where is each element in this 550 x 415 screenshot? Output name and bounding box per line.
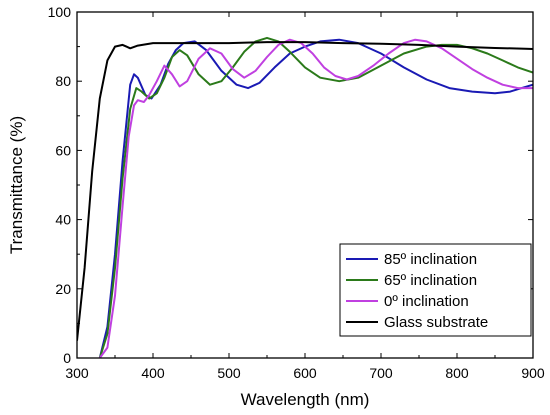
y-axis-title: Transmittance (%) [7, 116, 26, 254]
y-tick-label: 20 [55, 281, 71, 297]
ticks-layer: 300 400 500 600 700 800 900 0 20 40 60 80 100 [48, 4, 545, 381]
x-tick-label: 800 [445, 365, 469, 381]
legend-label: 65º inclination [384, 272, 477, 289]
x-tick-label: 300 [65, 365, 89, 381]
series-line-2 [98, 36, 533, 358]
y-tick-label: 80 [55, 73, 71, 89]
legend: 85º inclination 65º inclination 0º inclina… [339, 243, 532, 337]
series-line-3 [98, 38, 533, 358]
series-line-4 [77, 41, 533, 341]
y-tick-label: 100 [48, 4, 72, 20]
x-tick-label: 400 [141, 365, 165, 381]
x-tick-label: 600 [293, 365, 317, 381]
series-line-1 [98, 38, 533, 358]
legend-label: 85º inclination [384, 251, 477, 268]
y-tick-label: 0 [63, 350, 71, 366]
y-tick-label: 60 [55, 142, 71, 158]
x-tick-label: 700 [369, 365, 393, 381]
legend-label: Glass substrate [384, 314, 488, 331]
y-tick-label: 40 [55, 212, 71, 228]
series-layer [77, 36, 533, 358]
x-tick-label: 500 [217, 365, 241, 381]
x-axis-title: Wavelength (nm) [241, 390, 370, 409]
legend-label: 0º inclination [384, 293, 469, 310]
x-tick-label: 900 [521, 365, 545, 381]
